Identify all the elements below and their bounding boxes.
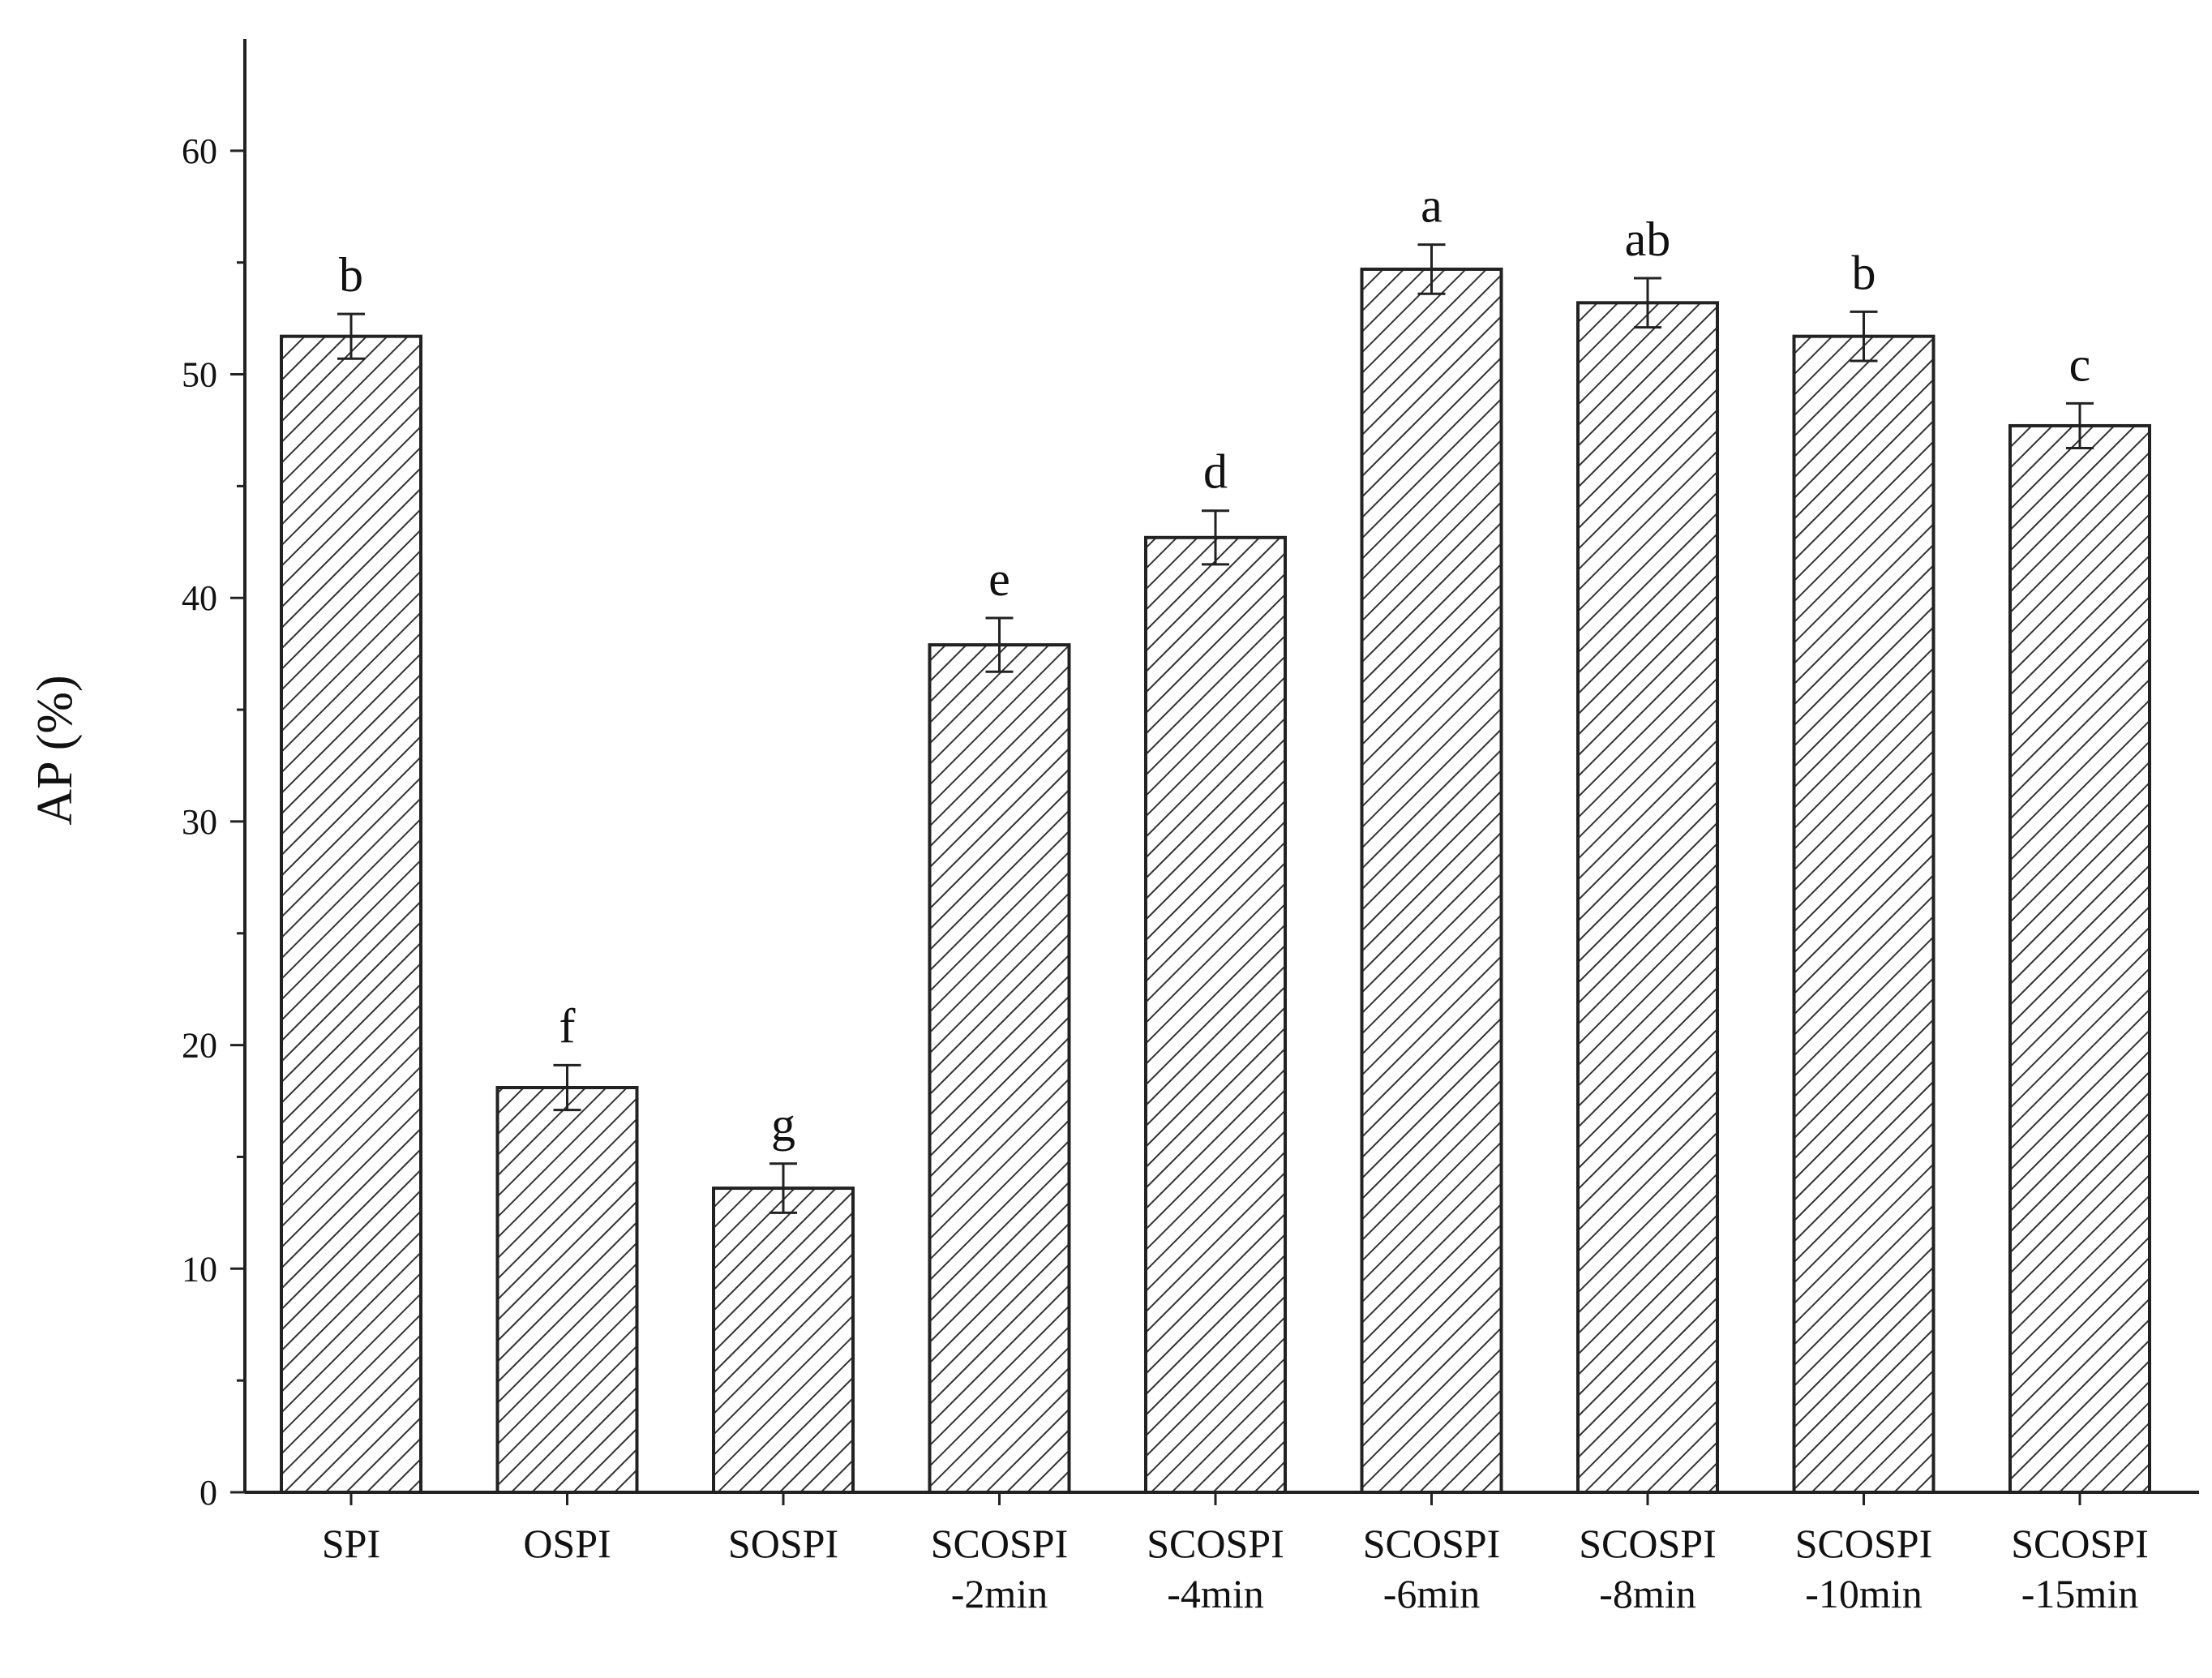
- significance-label: c: [2069, 337, 2091, 391]
- significance-label: e: [988, 552, 1010, 606]
- bar: [1144, 535, 1287, 1494]
- x-category-label: -8min: [1599, 1571, 1695, 1616]
- x-category-label: SPI: [322, 1521, 380, 1566]
- y-tick-label: 0: [199, 1473, 217, 1513]
- significance-label: a: [1421, 179, 1443, 233]
- significance-label: d: [1203, 445, 1228, 499]
- x-category-label: SCOSPI: [1579, 1521, 1717, 1566]
- bar: [2008, 423, 2151, 1495]
- x-category-label: -4min: [1167, 1571, 1263, 1616]
- significance-label: g: [771, 1098, 795, 1152]
- bar: [928, 643, 1071, 1495]
- significance-label: b: [339, 248, 363, 302]
- y-axis-title: AP (%): [28, 675, 83, 825]
- y-tick-label: 60: [182, 131, 217, 171]
- x-category-label: -6min: [1383, 1571, 1480, 1616]
- significance-label: ab: [1625, 212, 1671, 266]
- bar: [280, 334, 422, 1494]
- x-category-label: -10min: [1805, 1571, 1922, 1616]
- x-category-label: SCOSPI: [2011, 1521, 2149, 1566]
- x-category-label: -15min: [2021, 1571, 2138, 1616]
- axes-group: 0 10 20 30 40 50 60 SPI OSPI SOSPI SCOSPI -2min SCOS…: [182, 39, 2199, 1616]
- x-category-label: SCOSPI: [1795, 1521, 1933, 1566]
- y-tick-label: 40: [182, 578, 217, 618]
- x-category-label: SOSPI: [728, 1521, 838, 1566]
- bar: [712, 1187, 855, 1494]
- significance-label: b: [1852, 246, 1876, 299]
- bar: [495, 1085, 639, 1495]
- x-category-label: SCOSPI: [1363, 1521, 1501, 1566]
- x-category-label: -2min: [951, 1571, 1048, 1616]
- bar: [1576, 301, 1719, 1495]
- y-tick-label: 50: [182, 355, 217, 395]
- x-category-label: OSPI: [523, 1521, 611, 1566]
- significance-label: f: [559, 999, 576, 1053]
- y-tick-label: 30: [182, 802, 217, 842]
- bars-group: b f g e d a ab b c: [280, 179, 2151, 1495]
- x-category-label: SCOSPI: [931, 1521, 1069, 1566]
- bar: [1792, 334, 1935, 1494]
- x-category-label: SCOSPI: [1147, 1521, 1284, 1566]
- bar: [1360, 267, 1503, 1494]
- y-tick-label: 10: [182, 1249, 217, 1289]
- y-tick-label: 20: [182, 1026, 217, 1066]
